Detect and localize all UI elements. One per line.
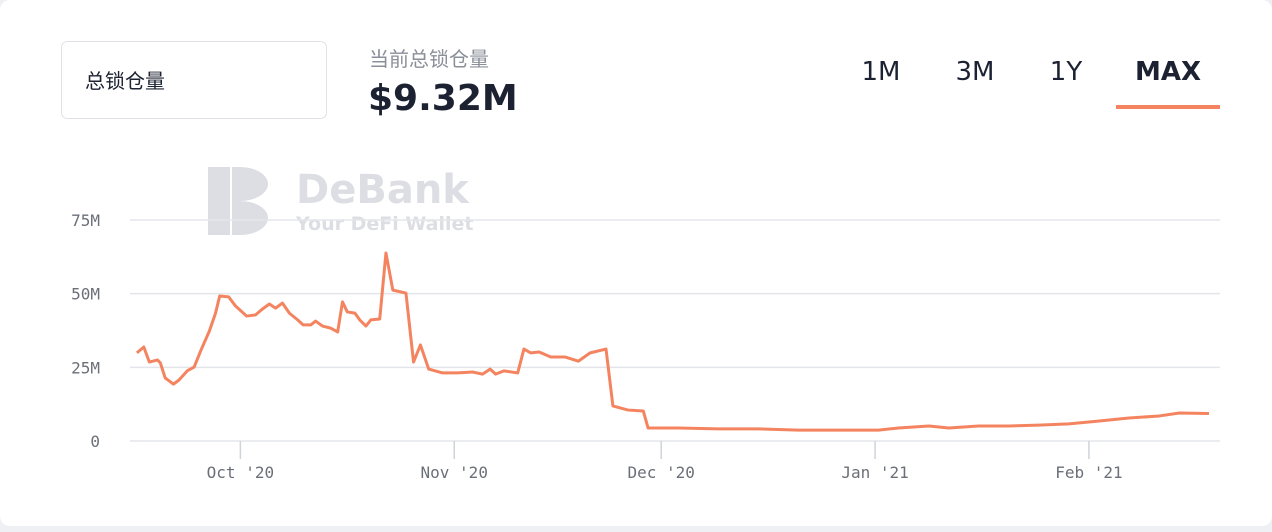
range-button[interactable]: MAX: [1135, 57, 1201, 87]
watermark-logo: [208, 167, 230, 235]
y-tick-label: 0: [90, 432, 100, 451]
x-tick-label: Oct '20: [207, 463, 274, 482]
watermark: DeBank Your DeFi Wallet: [208, 167, 473, 235]
line-series: [135, 251, 1209, 432]
selector-label[interactable]: 总锁仓量: [85, 69, 165, 93]
x-tick-label: Dec '20: [627, 463, 694, 482]
y-tick-label: 50M: [71, 285, 100, 304]
x-tick-label: Nov '20: [421, 463, 488, 482]
y-tick-label: 75M: [71, 211, 100, 230]
x-tick-label: Jan '21: [841, 463, 908, 482]
x-tick-label: Feb '21: [1055, 463, 1122, 482]
y-tick-label: 25M: [71, 358, 100, 377]
range-button[interactable]: 1Y: [1050, 57, 1083, 87]
range-button[interactable]: 1M: [862, 57, 901, 87]
summary-label: 当前总锁仓量: [369, 47, 489, 71]
summary-value: $9.32M: [368, 78, 518, 119]
watermark-tagline: Your DeFi Wallet: [295, 213, 473, 235]
watermark-logo: [232, 167, 268, 235]
selector-box[interactable]: [61, 41, 327, 119]
range-button[interactable]: 3M: [956, 57, 995, 87]
watermark-brand: DeBank: [296, 167, 470, 213]
